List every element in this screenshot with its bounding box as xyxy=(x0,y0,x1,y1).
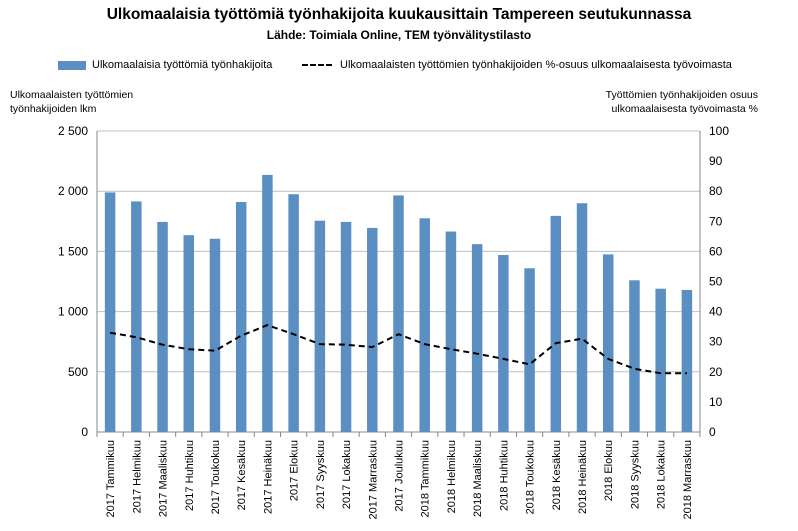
x-tick-label: 2018 Toukokuu xyxy=(525,440,537,514)
bar xyxy=(157,221,168,432)
bar xyxy=(393,195,404,432)
y-tick-label-right: 50 xyxy=(709,275,723,289)
y-tick-label-right: 60 xyxy=(709,244,723,258)
legend-swatch-line xyxy=(302,64,332,66)
y-tick-label-right: 100 xyxy=(709,124,729,138)
x-tick-label: 2018 Lokakuu xyxy=(656,440,668,509)
bar xyxy=(445,231,457,432)
y-tick-label-right: 0 xyxy=(709,425,716,439)
x-tick-label: 2018 Kesäkuu xyxy=(551,440,563,510)
bar xyxy=(524,268,535,432)
x-tick-label: 2017 Huhtikuu xyxy=(184,440,196,511)
x-tick-label: 2017 Joulukuu xyxy=(394,440,406,512)
bar xyxy=(602,254,614,432)
x-tick-label: 2017 Syyskuu xyxy=(315,440,327,509)
y-axis-title-right: Työttömien työnhakijoiden osuus ulkomaal… xyxy=(605,89,758,115)
chart-title: Ulkomaalaisia työttömiä työnhakijoita ku… xyxy=(106,6,692,23)
y-tick-label-left: 1 000 xyxy=(58,305,88,319)
bar xyxy=(655,288,666,432)
series-line xyxy=(109,324,687,375)
y-tick-label-right: 30 xyxy=(709,335,723,349)
chart-subtitle: Lähde: Toimiala Online, TEM työnvälityst… xyxy=(266,28,532,42)
bar xyxy=(576,203,588,432)
bar xyxy=(235,202,247,432)
legend-item-bars: Ulkomaalaisia työttömiä työnhakijoita xyxy=(58,59,272,71)
y-tick-label-right: 90 xyxy=(709,154,723,168)
bar xyxy=(629,280,640,432)
y-tick-label-right: 40 xyxy=(709,305,723,319)
x-tick-label: 2018 Huhtikuu xyxy=(498,440,510,511)
x-tick-label: 2018 Helmikuu xyxy=(446,440,458,513)
x-tick-label: 2017 Lokakuu xyxy=(341,440,353,509)
bar xyxy=(419,218,430,432)
bar xyxy=(681,289,693,432)
bar xyxy=(131,201,142,432)
legend-swatch-bars xyxy=(58,60,86,70)
legend-item-line: Ulkomaalaisten työttömien työnhakijoiden… xyxy=(302,59,732,71)
y-tick-label-right: 20 xyxy=(709,365,723,379)
x-tick-label: 2017 Heinäkuu xyxy=(262,440,274,514)
y-tick-label-right: 10 xyxy=(709,395,723,409)
x-tick-label: 2017 Tammikuu xyxy=(105,440,117,517)
bar xyxy=(314,220,326,432)
x-tick-label: 2018 Heinäkuu xyxy=(577,440,589,514)
x-tick-label: 2018 Syyskuu xyxy=(629,440,641,509)
y-axis-title-left: Ulkomaalaisten työttömien työnhakijoiden… xyxy=(10,89,134,115)
y-tick-label-left: 2 000 xyxy=(58,184,88,198)
x-tick-label: 2017 Helmikuu xyxy=(131,440,143,513)
bar xyxy=(367,227,378,432)
bar xyxy=(262,174,273,433)
legend-label-line: Ulkomaalaisten työttömien työnhakijoiden… xyxy=(340,59,732,71)
legend-label-bars: Ulkomaalaisia työttömiä työnhakijoita xyxy=(92,59,273,71)
bar xyxy=(209,238,221,432)
bar xyxy=(471,244,483,432)
y-tick-label-right: 80 xyxy=(709,184,723,198)
bar xyxy=(498,255,509,432)
bar xyxy=(104,192,116,432)
x-tick-label: 2018 Maaliskuu xyxy=(472,440,484,517)
x-tick-label: 2017 Kesäkuu xyxy=(236,440,248,510)
y-tick-label-left: 1 500 xyxy=(58,244,88,258)
bar xyxy=(340,221,352,432)
x-tick-label: 2017 Toukokuu xyxy=(210,440,222,514)
x-tick-label: 2017 Maaliskuu xyxy=(158,440,170,517)
bar xyxy=(550,215,562,432)
bar xyxy=(288,194,299,432)
y-tick-label-left: 500 xyxy=(68,365,88,379)
y-tick-label-right: 70 xyxy=(709,214,723,228)
bar xyxy=(183,235,195,432)
x-tick-label: 2018 Marraskuu xyxy=(682,440,694,520)
x-tick-label: 2017 Marraskuu xyxy=(367,440,379,520)
x-tick-label: 2018 Elokuu xyxy=(603,440,615,501)
x-tick-label: 2017 Elokuu xyxy=(289,440,301,501)
y-tick-label-left: 0 xyxy=(81,425,88,439)
x-tick-label: 2018 Tammikuu xyxy=(420,440,432,517)
y-tick-label-left: 2 500 xyxy=(58,124,88,138)
